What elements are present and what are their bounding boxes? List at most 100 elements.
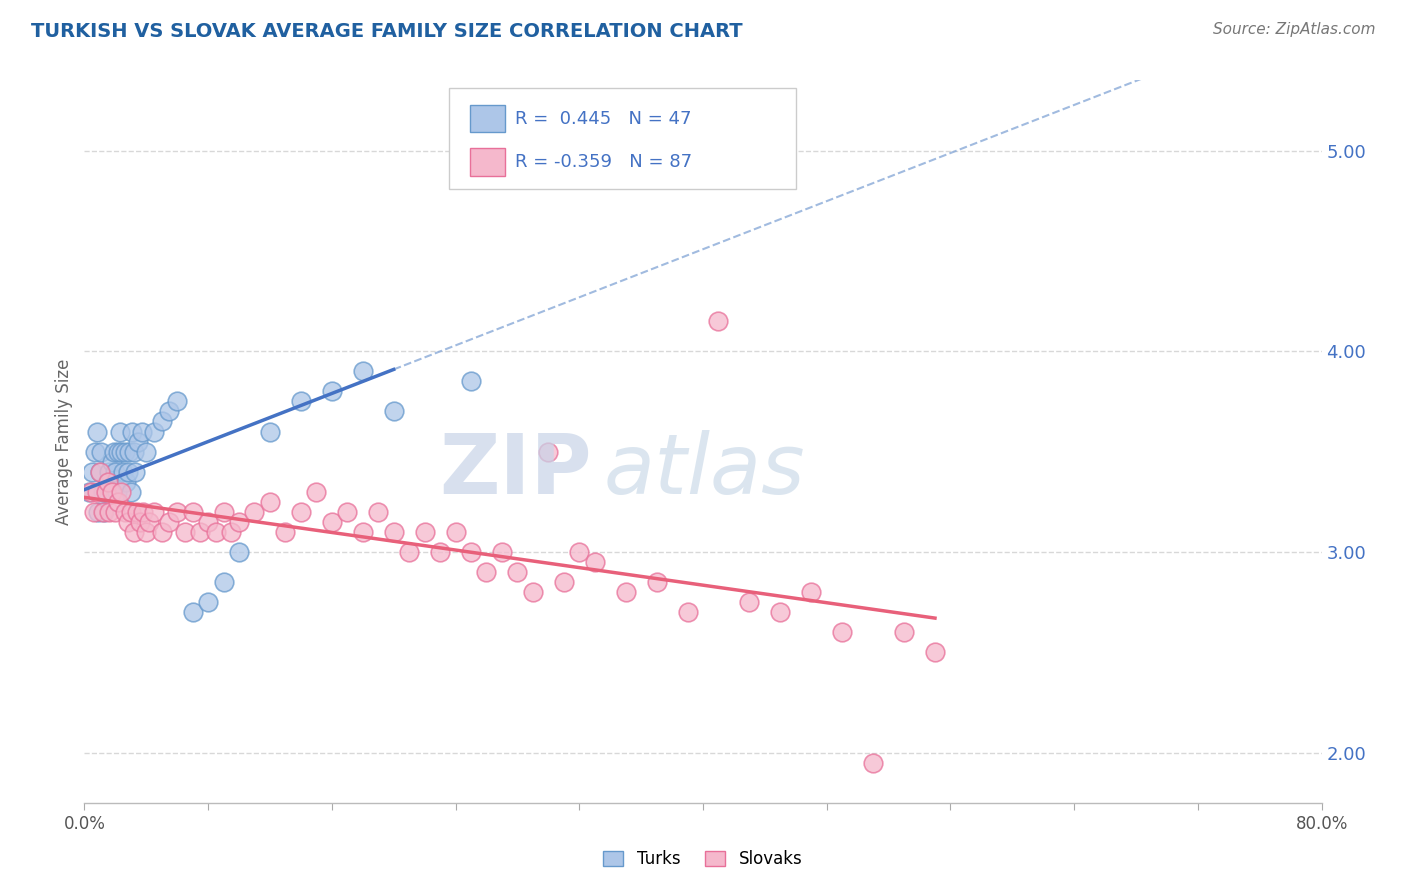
- Point: [107, 494, 129, 508]
- Point: [181, 605, 204, 619]
- Point: [221, 524, 243, 539]
- FancyBboxPatch shape: [471, 105, 505, 132]
- Point: [117, 465, 139, 479]
- Point: [197, 515, 219, 529]
- Point: [522, 585, 544, 599]
- Point: [321, 515, 343, 529]
- Point: [86, 425, 108, 439]
- Point: [181, 505, 204, 519]
- Point: [82, 465, 104, 479]
- Point: [110, 444, 132, 458]
- Point: [120, 484, 142, 499]
- Point: [382, 404, 405, 418]
- Point: [166, 505, 188, 519]
- Point: [444, 524, 467, 539]
- Point: [924, 645, 946, 659]
- Point: [103, 444, 125, 458]
- Point: [117, 515, 139, 529]
- Point: [135, 524, 157, 539]
- FancyBboxPatch shape: [450, 87, 796, 189]
- Point: [800, 585, 823, 599]
- Point: [96, 475, 118, 489]
- Point: [228, 545, 250, 559]
- Point: [676, 605, 699, 619]
- Point: [115, 475, 138, 489]
- Point: [159, 404, 180, 418]
- Point: [150, 414, 173, 428]
- Point: [83, 505, 105, 519]
- Point: [104, 505, 127, 519]
- Point: [131, 425, 153, 439]
- Point: [112, 465, 135, 479]
- Point: [114, 505, 136, 519]
- Point: [243, 505, 266, 519]
- Point: [124, 465, 146, 479]
- FancyBboxPatch shape: [471, 148, 505, 176]
- Point: [91, 484, 114, 499]
- Point: [127, 434, 149, 449]
- Point: [367, 505, 389, 519]
- Point: [107, 444, 129, 458]
- Point: [352, 364, 374, 378]
- Point: [89, 465, 111, 479]
- Point: [413, 524, 436, 539]
- Point: [121, 425, 143, 439]
- Point: [460, 374, 482, 388]
- Point: [893, 625, 915, 640]
- Point: [150, 524, 173, 539]
- Point: [96, 475, 118, 489]
- Point: [120, 505, 142, 519]
- Point: [93, 505, 115, 519]
- Point: [166, 394, 188, 409]
- Point: [122, 524, 145, 539]
- Point: [129, 515, 152, 529]
- Point: [114, 444, 136, 458]
- Point: [259, 425, 281, 439]
- Point: [862, 756, 884, 770]
- Point: [537, 133, 560, 147]
- Point: [290, 505, 312, 519]
- Point: [205, 524, 228, 539]
- Point: [614, 585, 637, 599]
- Text: R =  0.445   N = 47: R = 0.445 N = 47: [515, 110, 692, 128]
- Point: [105, 484, 128, 499]
- Point: [537, 444, 560, 458]
- Point: [138, 515, 160, 529]
- Legend: Turks, Slovaks: Turks, Slovaks: [596, 844, 810, 875]
- Point: [79, 484, 101, 499]
- Point: [98, 505, 121, 519]
- Point: [212, 574, 235, 589]
- Text: Source: ZipAtlas.com: Source: ZipAtlas.com: [1212, 22, 1375, 37]
- Point: [94, 484, 117, 499]
- Point: [645, 574, 668, 589]
- Point: [90, 444, 112, 458]
- Point: [228, 515, 250, 529]
- Point: [583, 555, 606, 569]
- Point: [89, 465, 111, 479]
- Point: [77, 484, 100, 499]
- Point: [86, 484, 108, 499]
- Point: [135, 444, 157, 458]
- Point: [143, 425, 166, 439]
- Point: [305, 484, 328, 499]
- Point: [738, 595, 761, 609]
- Point: [491, 545, 513, 559]
- Point: [174, 524, 197, 539]
- Point: [125, 505, 148, 519]
- Point: [290, 394, 312, 409]
- Point: [104, 465, 127, 479]
- Point: [101, 454, 124, 468]
- Point: [94, 484, 117, 499]
- Point: [108, 425, 131, 439]
- Point: [143, 505, 166, 519]
- Text: R = -0.359   N = 87: R = -0.359 N = 87: [515, 153, 692, 171]
- Point: [100, 484, 122, 499]
- Point: [831, 625, 853, 640]
- Point: [110, 484, 132, 499]
- Point: [188, 524, 212, 539]
- Point: [429, 545, 451, 559]
- Point: [87, 505, 110, 519]
- Point: [197, 595, 219, 609]
- Point: [336, 505, 359, 519]
- Text: ZIP: ZIP: [439, 430, 592, 511]
